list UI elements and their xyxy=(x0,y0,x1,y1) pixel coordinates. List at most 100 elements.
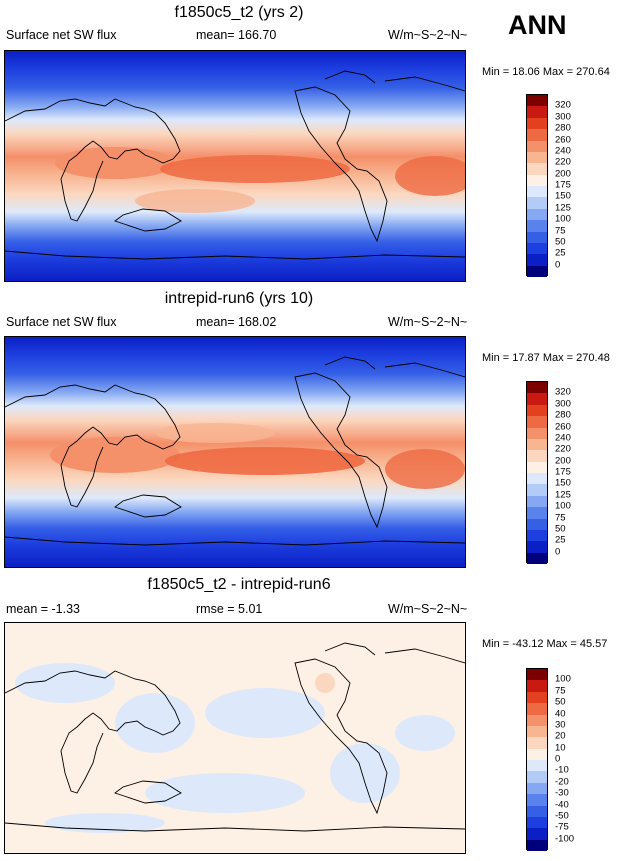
colorbar-tick-label: 100 xyxy=(555,673,571,685)
colorbar-tick-label: 320 xyxy=(555,99,571,111)
colorbar-tick-label: 125 xyxy=(555,489,571,501)
colorbar-tick-label: 320 xyxy=(555,386,571,398)
panel1-warm-bands xyxy=(55,147,465,213)
colorbar-segment xyxy=(527,680,547,692)
colorbar-tick-label: 125 xyxy=(555,202,571,214)
colorbar-segment xyxy=(527,461,547,473)
panel3-anomaly-patches xyxy=(15,663,455,833)
panel3-title: f1850c5_t2 - intrepid-run6 xyxy=(147,576,331,593)
panel3-coastlines xyxy=(5,642,465,832)
colorbar-tick-label: 20 xyxy=(555,730,566,742)
panel3-minmax: Min = -43.12 Max = 45.57 xyxy=(482,638,608,650)
colorbar-segment xyxy=(527,748,547,760)
colorbar-segment xyxy=(527,220,547,232)
colorbar-tick-label: 150 xyxy=(555,477,571,489)
colorbar-segment xyxy=(527,816,547,829)
colorbar-segment xyxy=(527,760,547,772)
colorbar-segment xyxy=(527,265,547,277)
panel3-map xyxy=(4,622,466,854)
colorbar-tick-label: 240 xyxy=(555,432,571,444)
colorbar-segment xyxy=(527,129,547,141)
colorbar-tick-label: 200 xyxy=(555,168,571,180)
panel1-units-label: W/m~S~2~N~ xyxy=(388,28,468,42)
colorbar-segment xyxy=(527,208,547,221)
colorbar-segment xyxy=(527,242,547,255)
colorbar-segment xyxy=(527,839,547,851)
panel2-variable-label: Surface net SW flux xyxy=(6,315,117,329)
colorbar-segment xyxy=(527,495,547,508)
colorbar-tick-label: 0 xyxy=(555,546,561,558)
panel3-rmse-label: rmse = 5.01 xyxy=(196,602,263,616)
colorbar-segment xyxy=(527,805,547,817)
colorbar-segment xyxy=(527,382,547,394)
panel2-warm-bands xyxy=(50,423,465,489)
panel3-colorbar xyxy=(526,668,548,851)
colorbar-segment xyxy=(527,782,547,795)
colorbar-tick-label: 75 xyxy=(555,512,566,523)
colorbar-tick-label: 50 xyxy=(555,696,566,708)
colorbar-segment xyxy=(527,714,547,726)
colorbar-segment xyxy=(527,473,547,485)
panel2-colorbar xyxy=(526,381,548,564)
panel2-mean-label: mean= 168.02 xyxy=(196,315,277,329)
colorbar-tick-label: -20 xyxy=(555,776,569,788)
colorbar-tick-label: 50 xyxy=(555,523,566,535)
colorbar-segment xyxy=(527,794,547,806)
colorbar-tick-label: 10 xyxy=(555,742,566,754)
colorbar-tick-label: -50 xyxy=(555,810,569,822)
colorbar-tick-label: 220 xyxy=(555,156,571,168)
panel1-map xyxy=(4,50,466,282)
colorbar-segment xyxy=(527,151,547,164)
colorbar-segment xyxy=(527,404,547,417)
colorbar-tick-label: 175 xyxy=(555,179,571,191)
colorbar-tick-label: 280 xyxy=(555,409,571,421)
colorbar-segment xyxy=(527,691,547,704)
panel1-variable-label: Surface net SW flux xyxy=(6,28,117,42)
panel1-colorbar xyxy=(526,94,548,277)
colorbar-tick-label: -40 xyxy=(555,799,569,810)
colorbar-segment xyxy=(527,254,547,266)
colorbar-segment xyxy=(527,552,547,564)
colorbar-tick-label: 30 xyxy=(555,719,566,731)
colorbar-tick-label: 0 xyxy=(555,753,561,765)
colorbar-tick-label: 0 xyxy=(555,259,561,271)
colorbar-tick-label: 220 xyxy=(555,443,571,455)
colorbar-tick-label: 200 xyxy=(555,455,571,467)
colorbar-tick-label: 175 xyxy=(555,466,571,478)
colorbar-segment xyxy=(527,106,547,118)
colorbar-tick-label: 40 xyxy=(555,708,566,719)
colorbar-segment xyxy=(527,117,547,130)
panel2-map xyxy=(4,336,466,568)
colorbar-segment xyxy=(527,95,547,107)
season-label: ANN xyxy=(508,10,567,40)
colorbar-segment xyxy=(527,140,547,152)
colorbar-segment xyxy=(527,541,547,553)
colorbar-tick-label: 50 xyxy=(555,236,566,248)
colorbar-segment xyxy=(527,669,547,681)
panel1-map-svg xyxy=(5,51,465,281)
panel2-title: intrepid-run6 (yrs 10) xyxy=(164,290,314,307)
colorbar-segment xyxy=(527,529,547,542)
colorbar-segment xyxy=(527,438,547,451)
colorbar-segment xyxy=(527,393,547,405)
panel2-units-label: W/m~S~2~N~ xyxy=(388,315,468,329)
colorbar-tick-label: 25 xyxy=(555,247,566,259)
panel1-mean-label: mean= 166.70 xyxy=(196,28,277,42)
panel1-minmax: Min = 18.06 Max = 270.64 xyxy=(482,66,610,78)
panel1-coastlines xyxy=(5,70,465,260)
colorbar-segment xyxy=(527,725,547,738)
colorbar-tick-label: 100 xyxy=(555,213,571,225)
panel2-map-svg xyxy=(5,337,465,567)
colorbar-segment xyxy=(527,450,547,462)
colorbar-segment xyxy=(527,828,547,840)
colorbar-tick-label: 260 xyxy=(555,421,571,432)
colorbar-segment xyxy=(527,163,547,175)
colorbar-tick-label: 25 xyxy=(555,534,566,546)
panel3-mean-label: mean = -1.33 xyxy=(6,602,81,616)
panel2-coastlines xyxy=(5,356,465,546)
colorbar-tick-label: 240 xyxy=(555,145,571,157)
colorbar-segment xyxy=(527,231,547,243)
panel1-title: f1850c5_t2 (yrs 2) xyxy=(174,4,304,21)
colorbar-segment xyxy=(527,518,547,530)
colorbar-tick-label: 260 xyxy=(555,134,571,145)
